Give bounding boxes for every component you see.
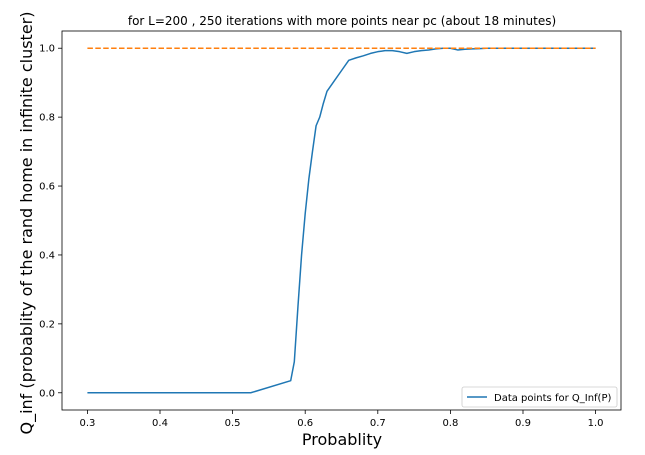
legend-box — [461, 386, 618, 408]
legend: Data points for Q_Inf(P) — [461, 386, 618, 408]
y-tick-label: 0.4 — [39, 250, 55, 261]
y-tick-label: 0.6 — [39, 182, 55, 193]
plot-frame — [61, 30, 622, 411]
x-tick-label: 0.3 — [79, 418, 95, 429]
x-tick-label: 0.4 — [152, 418, 168, 429]
x-tick-label: 0.8 — [442, 418, 458, 429]
y-tick-label: 1.0 — [39, 44, 55, 55]
x-tick-label: 0.6 — [297, 418, 313, 429]
x-tick-label: 1.0 — [588, 418, 604, 429]
chart-title: for L=200 , 250 iterations with more poi… — [128, 14, 556, 28]
x-tick-label: 0.9 — [515, 418, 531, 429]
x-axis-label: Probablity — [302, 430, 382, 449]
y-axis-label: Q_inf (probablity of the rand home in in… — [17, 12, 37, 435]
legend-label: Data points for Q_Inf(P) — [494, 393, 611, 404]
x-tick-label: 0.5 — [225, 418, 241, 429]
y-tick-label: 0.8 — [39, 113, 55, 124]
y-tick-label: 0.0 — [39, 388, 55, 399]
data-line-series — [87, 47, 596, 394]
x-tick-label: 0.7 — [370, 418, 386, 429]
y-tick-label: 0.2 — [39, 319, 55, 330]
